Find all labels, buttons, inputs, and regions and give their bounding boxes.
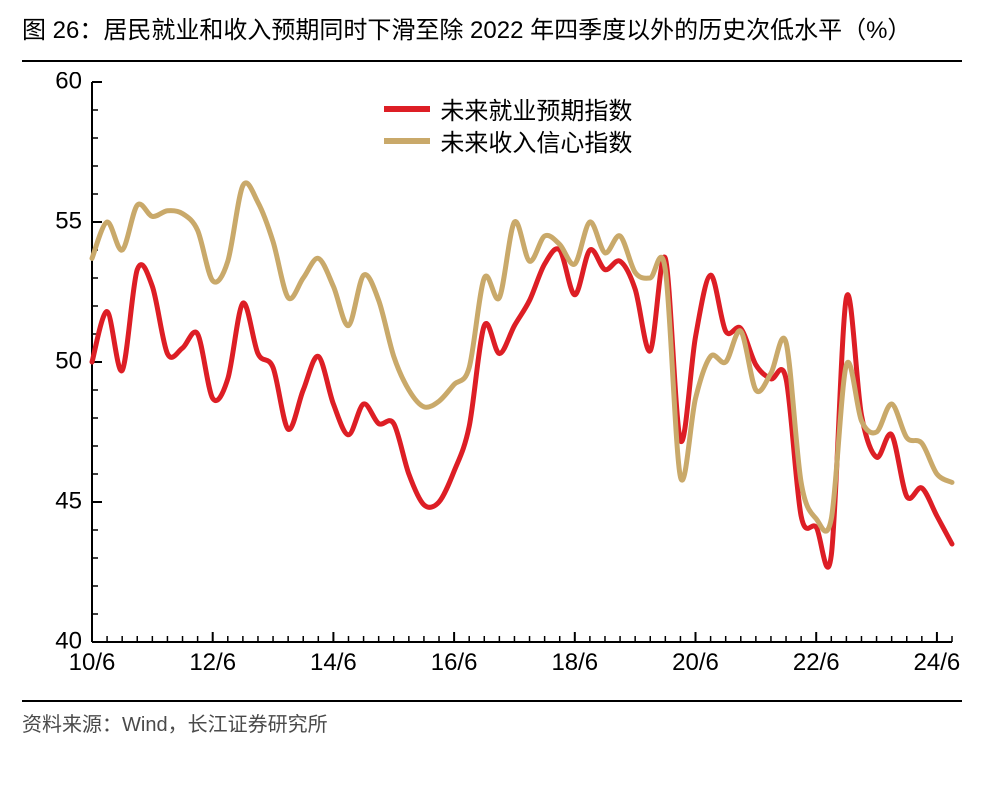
legend-item: 未来收入信心指数 — [384, 125, 632, 157]
legend-swatch — [384, 138, 430, 144]
x-tick-label: 20/6 — [672, 649, 719, 676]
y-tick-label: 45 — [55, 487, 82, 514]
figure-container: 图 26：居民就业和收入预期同时下滑至除 2022 年四季度以外的历史次低水平（… — [0, 0, 984, 804]
series-employment_expectation — [92, 248, 952, 566]
legend-swatch — [384, 106, 430, 112]
legend-label: 未来就业预期指数 — [440, 91, 632, 126]
y-tick-label: 50 — [55, 347, 82, 374]
x-tick-label: 14/6 — [310, 649, 357, 676]
title-rule — [22, 60, 962, 62]
x-tick-label: 10/6 — [69, 649, 116, 676]
series-income_confidence — [92, 182, 952, 530]
chart-svg: 404550556010/612/614/616/618/620/622/624… — [22, 72, 962, 692]
plot-area: 404550556010/612/614/616/618/620/622/624… — [22, 72, 962, 692]
x-tick-label: 16/6 — [431, 649, 478, 676]
figure-title: 图 26：居民就业和收入预期同时下滑至除 2022 年四季度以外的历史次低水平（… — [22, 14, 962, 56]
x-tick-label: 24/6 — [914, 649, 961, 676]
y-tick-label: 55 — [55, 207, 82, 234]
legend-item: 未来就业预期指数 — [384, 93, 632, 125]
x-tick-label: 18/6 — [551, 649, 598, 676]
legend-label: 未来收入信心指数 — [440, 123, 632, 158]
x-tick-label: 12/6 — [189, 649, 236, 676]
source-line: 资料来源：Wind，长江证券研究所 — [22, 708, 962, 737]
x-tick-label: 22/6 — [793, 649, 840, 676]
footer-rule — [22, 700, 962, 702]
y-tick-label: 60 — [55, 72, 82, 94]
legend: 未来就业预期指数未来收入信心指数 — [384, 93, 632, 157]
